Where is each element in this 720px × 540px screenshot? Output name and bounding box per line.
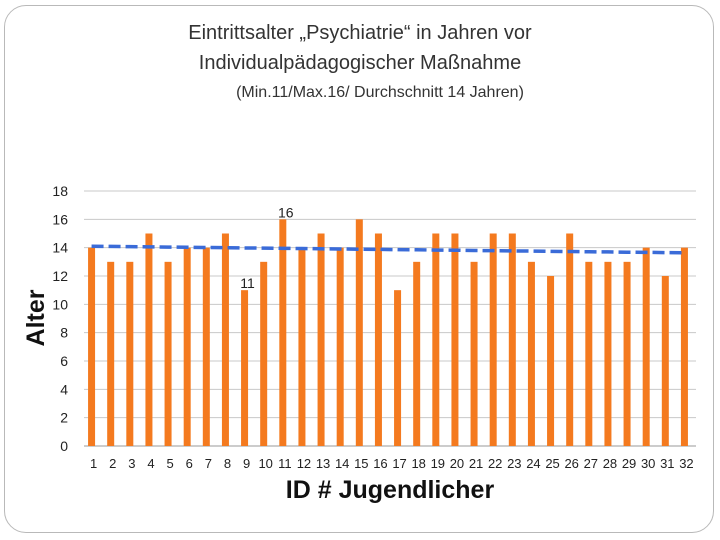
bar-21	[470, 261, 478, 446]
bar-18	[413, 261, 421, 446]
x-tick-label: 2	[109, 456, 116, 471]
bar-16	[374, 233, 382, 446]
bar-10	[260, 261, 268, 446]
bar-11	[279, 219, 287, 446]
bar-30	[642, 247, 650, 446]
trendline	[91, 244, 685, 255]
bar-26	[566, 233, 574, 446]
x-tick-label: 31	[660, 456, 674, 471]
x-tick-label: 24	[526, 456, 540, 471]
x-tick-label: 22	[488, 456, 502, 471]
x-axis-title: ID # Jugendlicher	[286, 476, 495, 504]
x-tick-label: 8	[224, 456, 231, 471]
bar-4	[145, 233, 153, 446]
x-tick-label: 29	[622, 456, 636, 471]
bar-32	[680, 247, 688, 446]
bar-12	[298, 247, 306, 446]
x-tick-label: 13	[316, 456, 330, 471]
x-tick-label: 14	[335, 456, 349, 471]
bar-13	[317, 233, 325, 446]
x-tick-label: 15	[354, 456, 368, 471]
bar-19	[432, 233, 440, 446]
bar-25	[547, 276, 555, 446]
bar-28	[604, 261, 612, 446]
x-tick-label: 16	[373, 456, 387, 471]
x-tick-label: 32	[679, 456, 693, 471]
x-tick-label: 28	[603, 456, 617, 471]
bar-14	[336, 247, 344, 446]
y-tick-label: 2	[60, 410, 68, 426]
bar-27	[585, 261, 593, 446]
x-tick-label: 19	[431, 456, 445, 471]
bar-1	[88, 247, 96, 446]
x-tick-label: 26	[564, 456, 578, 471]
x-tick-label: 17	[392, 456, 406, 471]
bar-24	[527, 261, 535, 446]
bar-20	[451, 233, 459, 446]
bar-8	[221, 233, 229, 446]
x-tick-label: 30	[641, 456, 655, 471]
bar-31	[661, 276, 669, 446]
y-tick-label: 4	[60, 381, 68, 397]
bar-15	[355, 219, 363, 446]
x-tick-label: 20	[450, 456, 464, 471]
y-tick-label: 8	[60, 325, 68, 341]
bar-3	[126, 261, 134, 446]
y-axis-title: Alter	[22, 289, 50, 346]
chart-title-line2: Individualpädagogischer Maßnahme	[198, 52, 522, 74]
x-tick-label: 7	[205, 456, 212, 471]
bar-23	[508, 233, 516, 446]
x-tick-label: 5	[166, 456, 173, 471]
x-tick-label: 12	[297, 456, 311, 471]
bar-9	[241, 290, 249, 446]
y-tick-label: 6	[60, 353, 68, 369]
data-label: 16	[278, 204, 294, 220]
y-tick-label: 10	[52, 296, 68, 312]
x-tick-label: 6	[186, 456, 193, 471]
bar-17	[394, 290, 402, 446]
data-label: 11	[240, 275, 255, 291]
chart-subtitle: (Min.11/Max.16/ Durchschnitt 14 Jahren)	[236, 84, 524, 101]
x-tick-label: 21	[469, 456, 483, 471]
x-tick-label: 9	[243, 456, 250, 471]
y-tick-label: 16	[52, 211, 68, 227]
x-tick-label: 4	[147, 456, 154, 471]
x-tick-label: 11	[278, 456, 292, 471]
y-tick-label: 18	[52, 183, 68, 199]
bar-7	[202, 247, 210, 446]
x-tick-label: 25	[545, 456, 559, 471]
y-tick-label: 12	[52, 268, 68, 284]
y-tick-label: 14	[52, 240, 68, 256]
x-tick-label: 10	[258, 456, 272, 471]
x-tick-label: 23	[507, 456, 521, 471]
bar-5	[164, 261, 172, 446]
bar-6	[183, 247, 191, 446]
x-tick-label: 3	[128, 456, 135, 471]
bar-29	[623, 261, 631, 446]
x-tick-label: 18	[411, 456, 425, 471]
bar-2	[107, 261, 115, 446]
chart-title-line1: Eintrittsalter „Psychiatrie“ in Jahren v…	[188, 22, 532, 44]
y-tick-label: 0	[60, 438, 68, 454]
x-tick-label: 1	[90, 456, 97, 471]
bar-22	[489, 233, 497, 446]
x-tick-label: 27	[584, 456, 598, 471]
